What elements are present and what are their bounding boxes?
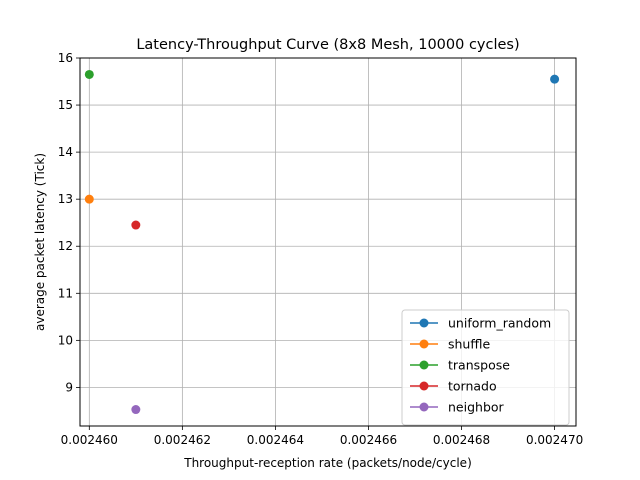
x-tick-label: 0.002468 <box>433 433 490 447</box>
legend-label-neighbor: neighbor <box>448 400 505 415</box>
legend-marker-shuffle <box>419 339 429 349</box>
y-tick-label: 12 <box>58 239 73 253</box>
y-tick-label: 13 <box>58 192 73 206</box>
x-tick-label: 0.002466 <box>340 433 397 447</box>
y-tick-label: 9 <box>65 380 73 394</box>
y-tick-label: 14 <box>58 145 73 159</box>
y-axis-label: average packet latency (Tick) <box>33 153 47 331</box>
x-tick-label: 0.002470 <box>526 433 583 447</box>
y-tick-label: 11 <box>58 286 73 300</box>
x-tick-label: 0.002464 <box>247 433 304 447</box>
data-point-tornado <box>131 220 141 230</box>
y-tick-label: 10 <box>58 333 73 347</box>
x-axis-label: Throughput-reception rate (packets/node/… <box>183 456 472 470</box>
plot-frame <box>79 57 577 427</box>
legend-marker-neighbor <box>419 402 429 412</box>
y-tick-label: 15 <box>58 98 73 112</box>
legend-marker-tornado <box>419 381 429 391</box>
legend-label-tornado: tornado <box>448 379 497 394</box>
y-tick-label: 16 <box>58 51 73 65</box>
data-point-neighbor <box>131 405 141 415</box>
legend-label-shuffle: shuffle <box>448 337 490 352</box>
data-point-shuffle <box>84 194 94 204</box>
x-axis-ticks: 0.002460 0.002462 0.002464 0.002466 0.002468… <box>61 426 583 447</box>
y-axis-ticks: 9 10 11 12 13 14 15 16 <box>58 51 80 394</box>
legend-marker-transpose <box>419 360 429 370</box>
legend-marker-uniform_random <box>419 318 429 328</box>
x-tick-label: 0.002460 <box>61 433 118 447</box>
data-point-transpose <box>84 69 94 79</box>
legend-label-uniform_random: uniform_random <box>448 316 551 331</box>
legend-label-transpose: transpose <box>448 358 510 373</box>
chart-title: Latency-Throughput Curve (8x8 Mesh, 1000… <box>136 37 519 53</box>
data-points <box>84 69 560 415</box>
legend-box <box>401 309 570 426</box>
data-point-uniform_random <box>550 74 560 84</box>
x-tick-label: 0.002462 <box>154 433 211 447</box>
